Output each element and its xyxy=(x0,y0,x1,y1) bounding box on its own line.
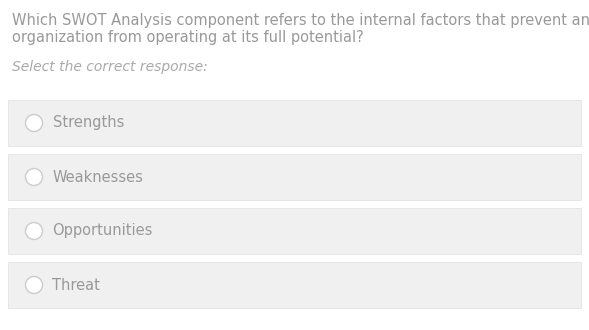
Text: Which SWOT Analysis component refers to the internal factors that prevent an: Which SWOT Analysis component refers to … xyxy=(12,13,589,28)
Circle shape xyxy=(25,169,42,185)
Text: Strengths: Strengths xyxy=(52,115,124,130)
FancyBboxPatch shape xyxy=(8,154,581,200)
Text: Select the correct response:: Select the correct response: xyxy=(12,60,208,74)
Text: organization from operating at its full potential?: organization from operating at its full … xyxy=(12,30,364,45)
FancyBboxPatch shape xyxy=(8,100,581,146)
Text: Weaknesses: Weaknesses xyxy=(52,170,143,184)
Circle shape xyxy=(25,222,42,240)
FancyBboxPatch shape xyxy=(8,208,581,254)
Circle shape xyxy=(25,277,42,293)
FancyBboxPatch shape xyxy=(8,262,581,308)
Circle shape xyxy=(25,115,42,131)
Text: Threat: Threat xyxy=(52,278,100,292)
Text: Opportunities: Opportunities xyxy=(52,223,153,239)
